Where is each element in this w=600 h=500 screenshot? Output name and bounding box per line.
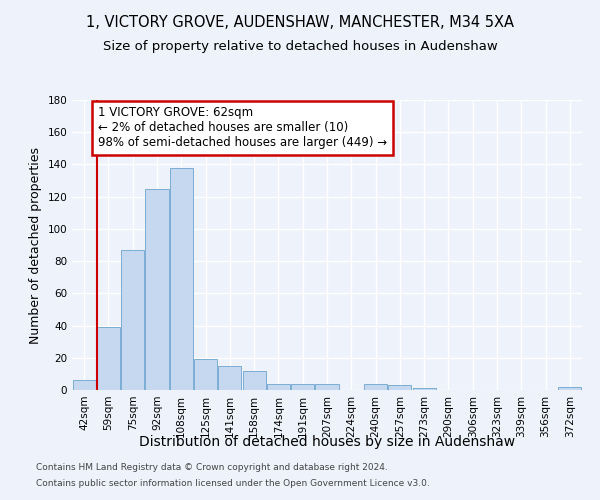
Y-axis label: Number of detached properties: Number of detached properties [29, 146, 42, 344]
Text: Distribution of detached houses by size in Audenshaw: Distribution of detached houses by size … [139, 435, 515, 449]
Text: Contains public sector information licensed under the Open Government Licence v3: Contains public sector information licen… [36, 478, 430, 488]
Bar [242, 370, 266, 390]
Text: Size of property relative to detached houses in Audenshaw: Size of property relative to detached ho… [103, 40, 497, 53]
Bar [121, 250, 144, 390]
Bar [413, 388, 436, 390]
Bar [97, 327, 120, 390]
Bar [291, 384, 314, 390]
Bar [267, 384, 290, 390]
Text: 1 VICTORY GROVE: 62sqm
← 2% of detached houses are smaller (10)
98% of semi-deta: 1 VICTORY GROVE: 62sqm ← 2% of detached … [97, 106, 386, 150]
Bar [170, 168, 193, 390]
Bar [364, 384, 387, 390]
Text: Contains HM Land Registry data © Crown copyright and database right 2024.: Contains HM Land Registry data © Crown c… [36, 464, 388, 472]
Bar [194, 360, 217, 390]
Bar [218, 366, 241, 390]
Bar [388, 385, 412, 390]
Bar [559, 387, 581, 390]
Bar [145, 188, 169, 390]
Text: 1, VICTORY GROVE, AUDENSHAW, MANCHESTER, M34 5XA: 1, VICTORY GROVE, AUDENSHAW, MANCHESTER,… [86, 15, 514, 30]
Bar [73, 380, 95, 390]
Bar [316, 384, 338, 390]
